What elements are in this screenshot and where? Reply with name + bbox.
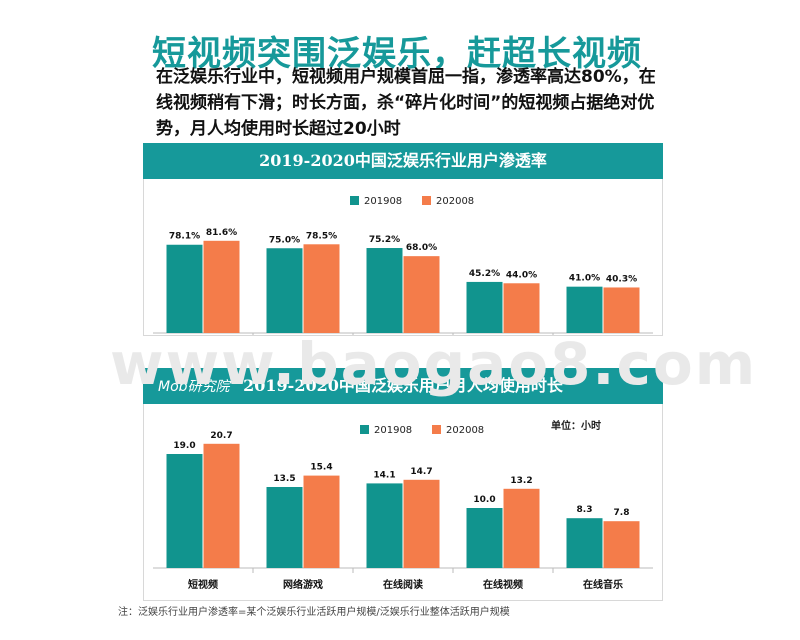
page-subtitle: 在泛娱乐行业中，短视频用户规模首屈一指，渗透率高达80%，在线视频稍有下滑；时长… — [156, 67, 656, 139]
category-label: 在线阅读 — [383, 578, 423, 591]
data-label: 41.0% — [569, 274, 600, 284]
data-label: 19.0 — [173, 441, 195, 451]
data-label: 14.1 — [373, 470, 395, 480]
bar-202008 — [203, 443, 240, 568]
chart-title-penetration: 2019-2020中国泛娱乐行业用户渗透率 — [143, 143, 663, 179]
bar-202008 — [603, 521, 640, 568]
page-title: 短视频突围泛娱乐，赶超长视频 — [152, 34, 642, 74]
legend-label: 201908 — [364, 196, 402, 207]
penetration-chart: 20190820200878.1%81.6%短视频75.0%78.5%网络游戏7… — [153, 196, 653, 335]
category-label: 短视频 — [188, 578, 218, 591]
data-label: 45.2% — [469, 269, 500, 279]
legend-swatch — [360, 425, 369, 434]
bar-201908 — [566, 518, 603, 568]
chart-panel-usage-time: 2019-2020中国泛娱乐用户月人均使用时长 201908 202008 单位：小… — [143, 368, 663, 601]
data-label: 78.1% — [169, 232, 200, 242]
unit-note: 单位：小时 — [551, 419, 601, 432]
bar-202008 — [603, 287, 640, 333]
bar-202008 — [503, 488, 540, 568]
bar-201908 — [466, 281, 503, 333]
legend-swatch — [432, 425, 441, 434]
data-label: 40.3% — [606, 274, 637, 284]
bar-201908 — [166, 244, 203, 333]
category-label: 在线音乐 — [583, 578, 623, 591]
data-label: 75.2% — [369, 235, 400, 245]
bar-201908 — [266, 487, 303, 568]
bar-201908 — [266, 248, 303, 333]
legend-swatch — [422, 196, 431, 205]
data-label: 7.8 — [614, 508, 630, 518]
bar-202008 — [403, 256, 440, 333]
footnote: 注：泛娱乐行业用户渗透率=某个泛娱乐行业活跃用户规模/泛娱乐行业整体活跃用户规模 — [118, 607, 510, 618]
data-label: 75.0% — [269, 235, 300, 245]
data-label: 13.2 — [510, 476, 532, 486]
bar-202008 — [203, 240, 240, 333]
legend-label: 202008 — [436, 196, 474, 207]
chart-title-usage-time: 2019-2020中国泛娱乐用户月人均使用时长 — [143, 368, 663, 404]
legend-label: 202008 — [446, 425, 484, 436]
chart-panel-penetration: 2019-2020中国泛娱乐行业用户渗透率 201908 202008 78.1% 8… — [143, 143, 663, 336]
data-label: 44.0% — [506, 270, 537, 280]
data-label: 8.3 — [577, 505, 593, 515]
category-label: 在线视频 — [483, 578, 523, 591]
bar-201908 — [466, 508, 503, 568]
data-label: 13.5 — [273, 474, 295, 484]
legend-swatch — [350, 196, 359, 205]
legend-label: 201908 — [374, 425, 412, 436]
chart-panel-frame — [143, 179, 663, 336]
category-label: 网络游戏 — [283, 578, 323, 591]
data-label: 68.0% — [406, 243, 437, 253]
chart-panel-frame — [143, 404, 663, 601]
bar-201908 — [566, 286, 603, 333]
bar-201908 — [166, 454, 203, 568]
data-label: 20.7 — [210, 431, 232, 441]
data-label: 10.0 — [473, 495, 495, 505]
data-label: 14.7 — [410, 467, 432, 477]
data-label: 81.6% — [206, 228, 237, 238]
data-label: 78.5% — [306, 231, 337, 241]
bar-201908 — [366, 248, 403, 333]
watermark: www.baogao8.com — [110, 330, 758, 398]
bar-202008 — [303, 475, 340, 568]
usage-time-chart: 201908 202008 单位：小时 19.0 20.7 短视频 13.5 15.4 网络游戏… — [153, 419, 653, 591]
data-label: 15.4 — [310, 463, 332, 473]
bar-202008 — [403, 479, 440, 568]
bar-202008 — [503, 283, 540, 333]
bar-201908 — [366, 483, 403, 568]
bar-202008 — [303, 244, 340, 333]
brand-logo-text: Mob研究院 — [158, 379, 230, 395]
